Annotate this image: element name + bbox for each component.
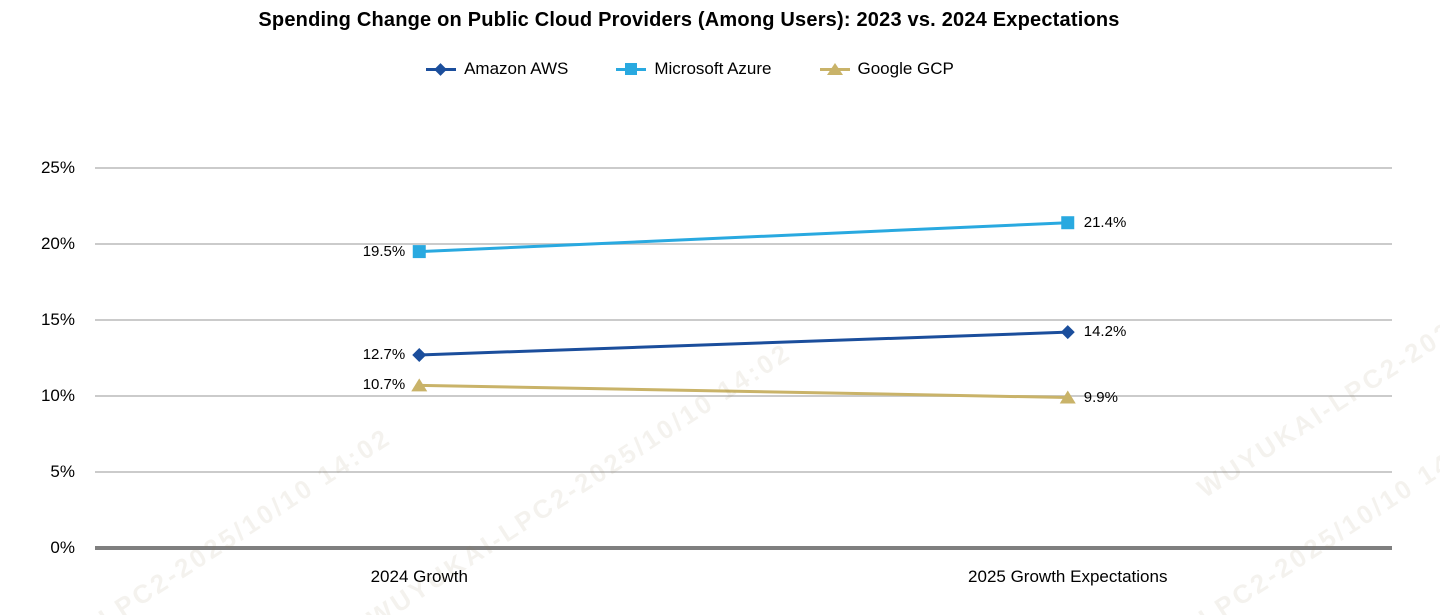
triangle-marker-icon xyxy=(819,62,850,76)
diamond-marker-icon xyxy=(426,62,457,76)
chart-title: Spending Change on Public Cloud Provider… xyxy=(258,9,1120,31)
series-line xyxy=(419,383,1068,400)
data-point-marker xyxy=(412,347,427,362)
square-marker xyxy=(625,63,638,75)
legend-item-microsoft-azure: Microsoft Azure xyxy=(616,59,772,79)
y-tick-label: 5% xyxy=(50,462,75,481)
data-point-marker xyxy=(412,245,426,259)
legend-label: Microsoft Azure xyxy=(654,59,772,78)
legend-item-amazon-aws: Amazon AWS xyxy=(426,59,568,79)
chart-legend: Amazon AWS Microsoft Azure Google GCP xyxy=(0,56,1380,82)
data-point-marker xyxy=(1061,216,1075,230)
triangle-marker xyxy=(826,63,843,75)
y-tick-label: 25% xyxy=(40,158,75,177)
data-point-label: 21.4% xyxy=(1083,213,1127,231)
y-tick-label: 15% xyxy=(40,310,75,329)
series-line xyxy=(419,330,1068,357)
square-marker-icon xyxy=(616,62,647,76)
data-point-marker xyxy=(411,378,428,392)
legend-item-google-gcp: Google GCP xyxy=(819,59,954,79)
data-point-marker xyxy=(1060,325,1075,340)
legend-label: Google GCP xyxy=(857,59,954,78)
y-tick-label: 10% xyxy=(40,386,75,405)
y-tick-label: 20% xyxy=(40,234,75,253)
data-point-marker xyxy=(1059,390,1076,404)
data-point-label: 10.7% xyxy=(362,376,406,394)
data-point-label: 14.2% xyxy=(1083,323,1127,341)
series-line xyxy=(419,221,1068,254)
x-category-label: 2025 Growth Expectations xyxy=(968,567,1168,586)
data-point-label: 19.5% xyxy=(362,242,406,260)
y-tick-label: 0% xyxy=(50,538,75,557)
x-category-label: 2024 Growth xyxy=(370,567,468,586)
data-point-label: 9.9% xyxy=(1083,388,1118,406)
legend-label: Amazon AWS xyxy=(464,59,569,78)
data-point-label: 12.7% xyxy=(362,345,406,363)
